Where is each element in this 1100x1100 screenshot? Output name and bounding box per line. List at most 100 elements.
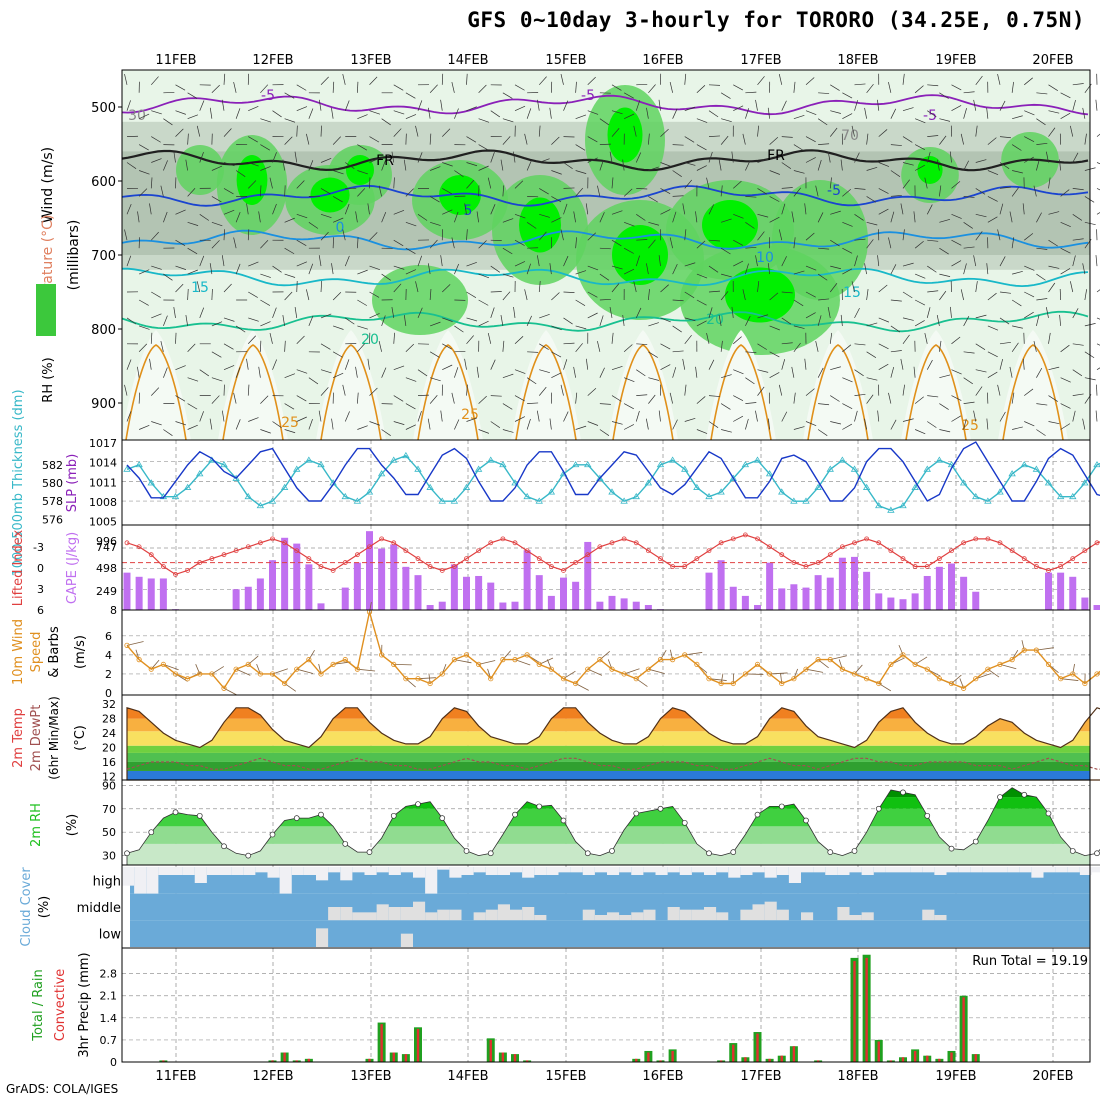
thickness-point [353,497,362,504]
wind-barb [890,419,897,430]
wind-barb [864,418,867,430]
thickness-point [656,461,665,468]
rh-saturated-region [310,177,350,213]
wind-barb [960,133,964,145]
wind-barb [355,211,358,223]
wind-barb [563,255,569,267]
lifted-index-point [282,540,288,546]
wind-barb [490,265,501,273]
cape-bar [729,586,737,610]
lifted-index-point [136,544,142,550]
lifted-index-point [270,536,275,542]
date-label-bottom: 17FEB [740,1069,781,1084]
wind-barb [733,239,744,246]
wind-barb [854,214,864,221]
wind-barb [175,239,186,246]
wind-barb [563,291,575,293]
wind-barb [478,84,487,94]
wind-barb [793,114,805,120]
wind-barb [308,419,313,430]
wind-barb [684,73,687,85]
temp-band [127,731,1090,746]
wind-barb [927,135,939,137]
rh2m-point [245,852,252,859]
wind-barb [975,343,986,351]
wind-barb [672,325,682,333]
wind-barb [284,429,296,434]
cloud-clear-gap [158,867,171,875]
cloud-clear-gap [522,907,535,921]
cloud-clear-gap [825,867,838,875]
wind-barb [150,177,153,189]
wind-barb [357,392,359,404]
wind-barb [391,151,395,163]
wind-barb [187,343,196,353]
wind-barb [829,177,832,189]
wind-barb [963,160,969,171]
cloud-clear-gap [425,867,438,894]
cape-bar [463,576,470,610]
wind-barb [260,240,269,249]
wind-barb [997,384,1001,396]
wind10m-point [961,685,967,691]
wind-barb [513,151,516,163]
cloud-clear-gap [740,867,753,875]
isotherm-25 [125,344,187,441]
date-label-top: 20FEB [1032,53,1073,68]
wind10m-point [354,666,360,672]
wind10m-barb [126,641,144,646]
rh2m-point [754,811,761,818]
lifted-index-point [742,532,748,538]
wind-barb [345,162,355,169]
wind-barb [331,418,334,430]
wind-barb [199,100,205,111]
thickness-point [596,474,604,481]
lifted-index-point [148,552,154,558]
wind10m-point [391,661,397,668]
wind-barb [258,211,261,223]
grads-credit: GrADS: COLA/IGES [6,1082,119,1096]
wind-barb [490,204,496,215]
wind-barb [745,196,757,198]
date-label-top: 13FEB [350,53,391,68]
thickness-point [632,492,640,500]
wind-barb [623,377,635,383]
wind-barb [403,159,407,171]
cape-bar [305,564,313,610]
wind-barb [1082,107,1086,119]
wind-barb [720,135,729,145]
wind-barb [502,273,514,278]
wind-barb [635,100,641,111]
precip-convective-bar [671,1050,674,1062]
wind-barb [804,203,807,215]
wind-barb [1060,189,1070,197]
cloud-clear-gap [376,904,389,921]
wind-barb [175,283,184,293]
wind-barb [805,136,816,143]
wind-barb [381,160,386,171]
wind-barb [260,144,271,151]
wind-barb [708,359,715,370]
cape-bar [790,584,798,610]
lifted-index-point [476,548,482,554]
wind-barb [781,136,793,138]
lifted-index-point [160,564,166,569]
precip-convective-bar [889,1060,893,1062]
wind10m-point [585,666,591,672]
wind-barb [745,418,749,430]
cloud-clear-gap [582,867,595,875]
wind-barb [781,187,793,189]
wind-barb [454,325,464,333]
wind-barb [669,82,673,93]
wind-barb [696,429,708,434]
wind-barb [490,110,501,118]
wind-barb [247,335,257,345]
wind-barb [745,246,757,249]
rh-saturated-region [346,155,374,185]
wind-barb [1036,212,1042,223]
wind-barb [878,188,889,194]
wind-barb [551,217,562,223]
wind-barb [466,417,478,422]
wind-barb [417,410,422,422]
